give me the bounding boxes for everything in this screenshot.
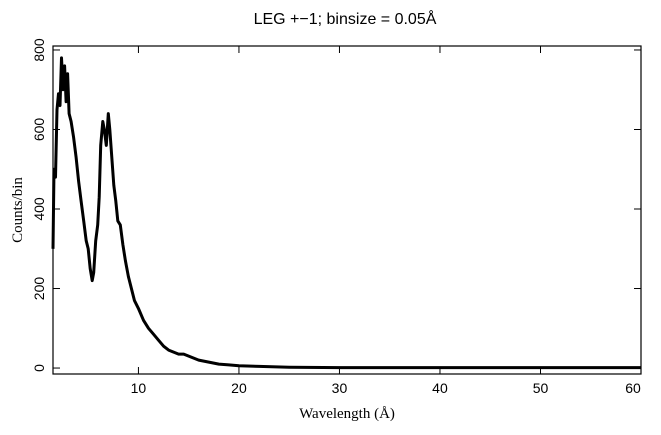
x-tick-label-1: 20 bbox=[231, 380, 247, 396]
y-tick-label-3: 600 bbox=[31, 118, 47, 142]
x-tick-label-5: 60 bbox=[625, 380, 641, 396]
x-tick-label-3: 40 bbox=[432, 380, 448, 396]
y-tick-label-0: 0 bbox=[31, 364, 47, 372]
chart-title: LEG +−1; binsize = 0.05Å bbox=[254, 9, 437, 28]
y-tick-label-4: 800 bbox=[31, 38, 47, 62]
series-line-0 bbox=[51, 56, 641, 370]
y-tick-label-1: 200 bbox=[31, 277, 47, 301]
plot-frame bbox=[52, 45, 642, 375]
x-axis-label: Wavelength (Å) bbox=[299, 406, 395, 422]
y-tick-label-2: 400 bbox=[31, 197, 47, 221]
x-tick-label-0: 10 bbox=[131, 380, 147, 396]
plot-area bbox=[51, 56, 641, 370]
x-tick-label-2: 30 bbox=[332, 380, 348, 396]
x-tick-label-4: 50 bbox=[533, 380, 549, 396]
y-axis-label: Counts/bin bbox=[10, 177, 26, 243]
